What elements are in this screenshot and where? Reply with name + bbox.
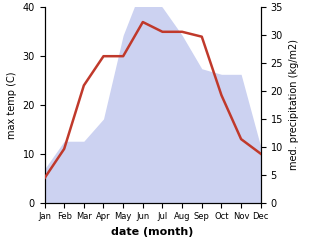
Y-axis label: max temp (C): max temp (C) [7,71,17,139]
X-axis label: date (month): date (month) [111,227,194,237]
Y-axis label: med. precipitation (kg/m2): med. precipitation (kg/m2) [288,40,299,170]
